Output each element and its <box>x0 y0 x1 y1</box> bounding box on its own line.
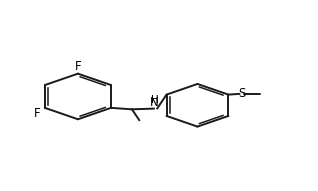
Text: H: H <box>151 95 159 105</box>
Text: F: F <box>34 107 41 120</box>
Text: N: N <box>150 96 159 109</box>
Text: S: S <box>238 87 246 100</box>
Text: F: F <box>75 60 81 73</box>
